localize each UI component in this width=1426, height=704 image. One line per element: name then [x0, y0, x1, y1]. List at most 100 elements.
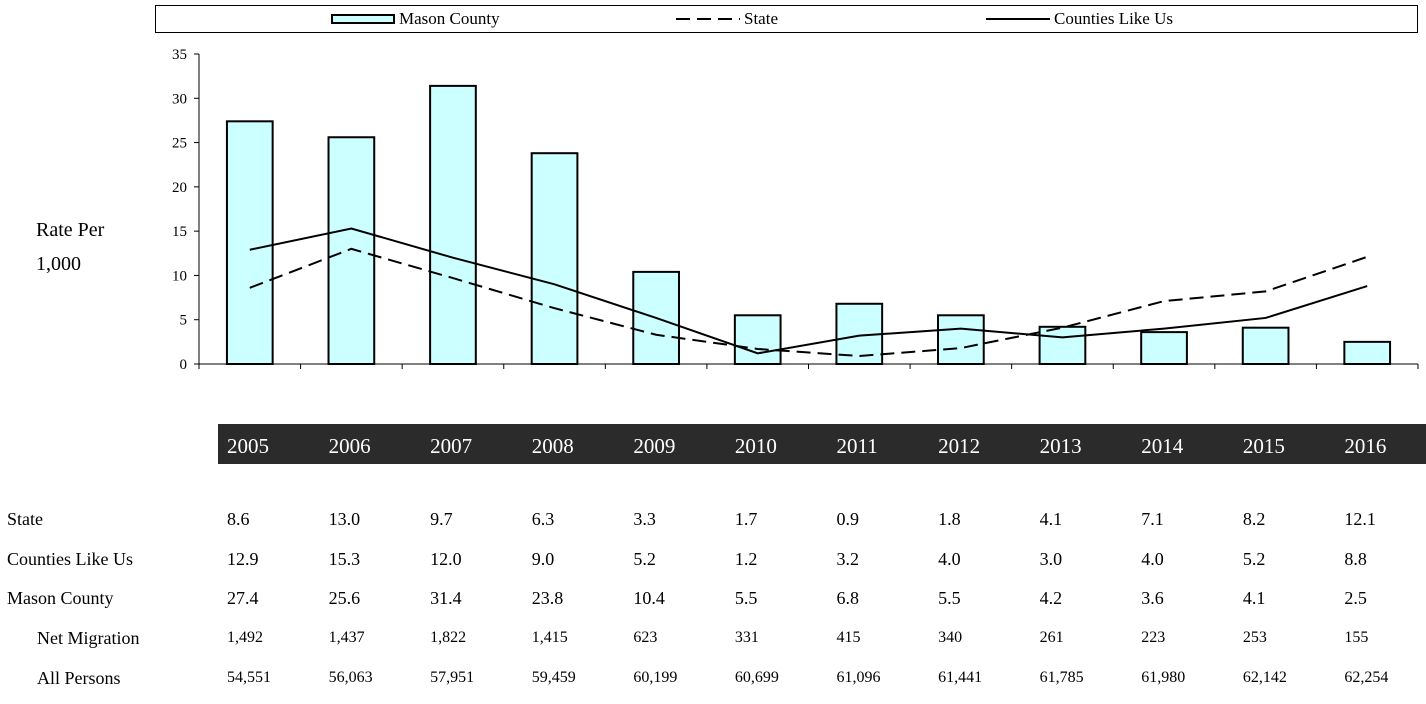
bar-mason-county-2008 [530, 152, 579, 365]
table-cell: 10.4 [633, 588, 665, 608]
legend-item-counties-like-us: Counties Like Us [986, 6, 1173, 32]
table-cell: 60,699 [734, 669, 779, 686]
y-tick-label: 35 [172, 47, 187, 63]
table-cell: 5.2 [633, 549, 656, 569]
bar-mason-county-2015 [1241, 326, 1290, 365]
bar-mason-county-2016 [1343, 340, 1392, 366]
year-header-2010: 2010 [734, 434, 777, 458]
table-cell: 31.4 [430, 588, 462, 608]
bar-mason-county-2006 [327, 136, 376, 365]
y-tick-label: 20 [172, 180, 187, 196]
table-cell: 12.9 [227, 549, 259, 569]
table-cell: 331 [734, 629, 759, 646]
table-cell: 12.0 [430, 549, 462, 569]
y-axis-title-line-1: Rate Per [36, 219, 105, 241]
table-cell: 1.2 [734, 549, 758, 569]
table-cell: 60,199 [633, 669, 678, 686]
y-tick-label: 0 [180, 357, 188, 373]
year-header-2016: 2016 [1344, 434, 1387, 458]
row-label-all-persons: All Persons [37, 668, 121, 688]
table-cell: 5.2 [1242, 549, 1266, 569]
bar-mason-county-2005 [225, 120, 274, 365]
table-cell: 5.5 [938, 588, 961, 608]
table-cell: 5.5 [734, 588, 758, 608]
table-cell: 1,492 [227, 629, 263, 646]
bar-mason-county-2013 [1038, 325, 1087, 365]
year-header-2013: 2013 [1039, 434, 1082, 458]
chart-legend: Mason County State Counties Like Us [155, 5, 1418, 33]
legend-item-mason-county: Mason County [331, 6, 500, 32]
table-cell: 3.3 [633, 509, 656, 529]
legend-dashed-swatch [676, 18, 740, 20]
row-label-counties-like-us: Counties Like Us [7, 549, 133, 569]
row-label-state: State [7, 509, 43, 529]
legend-label-counties-like-us: Counties Like Us [1054, 9, 1173, 28]
table-cell: 1.8 [938, 509, 961, 529]
table-cell: 1,437 [328, 629, 365, 646]
year-header-2007: 2007 [430, 434, 473, 458]
y-tick-label: 10 [172, 268, 187, 284]
table-cell: 3.2 [836, 549, 860, 569]
table-cell: 415 [836, 629, 861, 646]
bar-mason-county-2014 [1140, 331, 1188, 366]
table-cell: 4.0 [938, 549, 961, 569]
table-cell: 261 [1039, 629, 1064, 646]
table-cell: 62,142 [1242, 669, 1287, 686]
table-cell: 8.2 [1242, 509, 1266, 529]
table-cell: 8.6 [227, 509, 250, 529]
year-header-2008: 2008 [531, 434, 574, 458]
table-cell: 13.0 [328, 509, 361, 529]
y-tick-label: 5 [180, 313, 188, 329]
bar-mason-county-2007 [429, 84, 477, 365]
table-cell: 2.5 [1344, 588, 1367, 608]
year-header-2011: 2011 [836, 434, 878, 458]
table-cell: 4.0 [1141, 549, 1164, 569]
legend-bar-swatch [331, 14, 395, 24]
table-cell: 1,415 [531, 629, 568, 646]
legend-item-state: State [676, 6, 778, 32]
table-cell: 15.3 [328, 549, 361, 569]
table-cell: 3.0 [1039, 549, 1063, 569]
row-label-mason-county: Mason County [7, 588, 114, 608]
year-header-2015: 2015 [1242, 434, 1285, 458]
table-cell: 6.3 [531, 509, 555, 529]
table-cell: 7.1 [1141, 509, 1164, 529]
table-cell: 223 [1141, 629, 1166, 646]
line-counties-like-us [249, 227, 1368, 355]
table-cell: 9.7 [430, 509, 453, 529]
table-cell: 3.6 [1141, 588, 1164, 608]
year-header-2005: 2005 [227, 434, 269, 458]
table-cell: 59,459 [531, 669, 576, 686]
year-header-band: 2005 2006 2007 2008 2009 2010 2011 2012 2013 2014… [218, 424, 1426, 464]
y-axis-title: Rate Per 1,000 [36, 213, 104, 281]
legend-label-state: State [744, 9, 778, 28]
table-cell: 57,951 [430, 669, 475, 686]
y-axis-title-line-2: 1,000 [36, 253, 81, 275]
table-cell: 61,441 [938, 669, 983, 686]
table-cell: 61,980 [1141, 669, 1186, 686]
year-header-2006: 2006 [328, 434, 371, 458]
table-cell: 0.9 [836, 509, 860, 529]
table-cell: 340 [938, 629, 963, 646]
table-cell: 4.2 [1039, 588, 1063, 608]
table-cell: 4.1 [1242, 588, 1266, 608]
legend-label-mason-county: Mason County [399, 9, 500, 28]
table-cell: 23.8 [531, 588, 564, 608]
year-header-2014: 2014 [1141, 434, 1184, 458]
table-cell: 61,096 [836, 669, 881, 686]
table-cell: 4.1 [1039, 509, 1063, 529]
y-tick-label: 15 [172, 224, 187, 240]
table-cell: 8.8 [1344, 549, 1367, 569]
table-cell: 54,551 [227, 669, 271, 686]
line-state [249, 247, 1368, 358]
year-header-2009: 2009 [633, 434, 676, 458]
table-cell: 155 [1344, 629, 1369, 646]
table-cell: 1.7 [734, 509, 758, 529]
table-cell: 9.0 [531, 549, 555, 569]
table-cell: 56,063 [328, 669, 373, 686]
table-cell: 61,785 [1039, 669, 1084, 686]
chart-plot: 0 5 10 15 20 25 30 35 [172, 47, 1419, 373]
table-cell: 1,822 [430, 629, 467, 646]
table-cell: 12.1 [1344, 509, 1376, 529]
year-header-2012: 2012 [938, 434, 981, 458]
